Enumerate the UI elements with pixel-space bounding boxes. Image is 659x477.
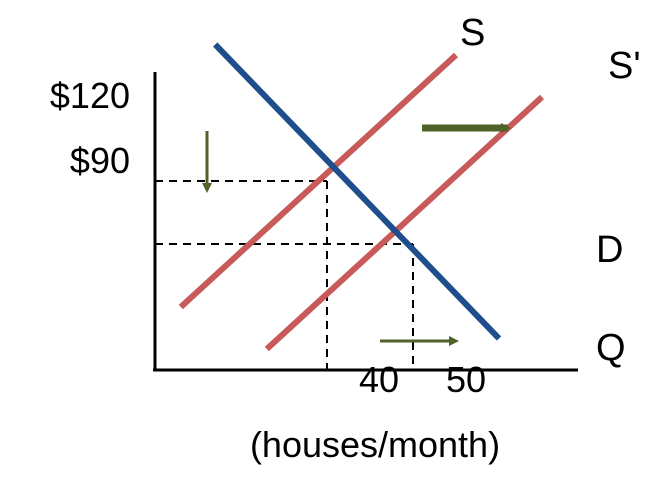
- supply-line-s-prime: [264, 94, 545, 352]
- x-tick-label-40: 40: [359, 359, 399, 400]
- demand-line-d: [213, 42, 502, 341]
- x-axis-title: (houses/month): [250, 424, 500, 465]
- y-tick-label-120: $120: [50, 75, 130, 116]
- curve-label-s-prime: S': [608, 45, 641, 87]
- curve-label-s: S: [460, 12, 485, 54]
- x-tick-label-50: 50: [446, 359, 486, 400]
- supply-line-s: [178, 52, 459, 310]
- curve-label-d: D: [596, 229, 623, 271]
- y-tick-label-90: $90: [70, 140, 130, 181]
- axis-end-label-q: Q: [596, 327, 626, 369]
